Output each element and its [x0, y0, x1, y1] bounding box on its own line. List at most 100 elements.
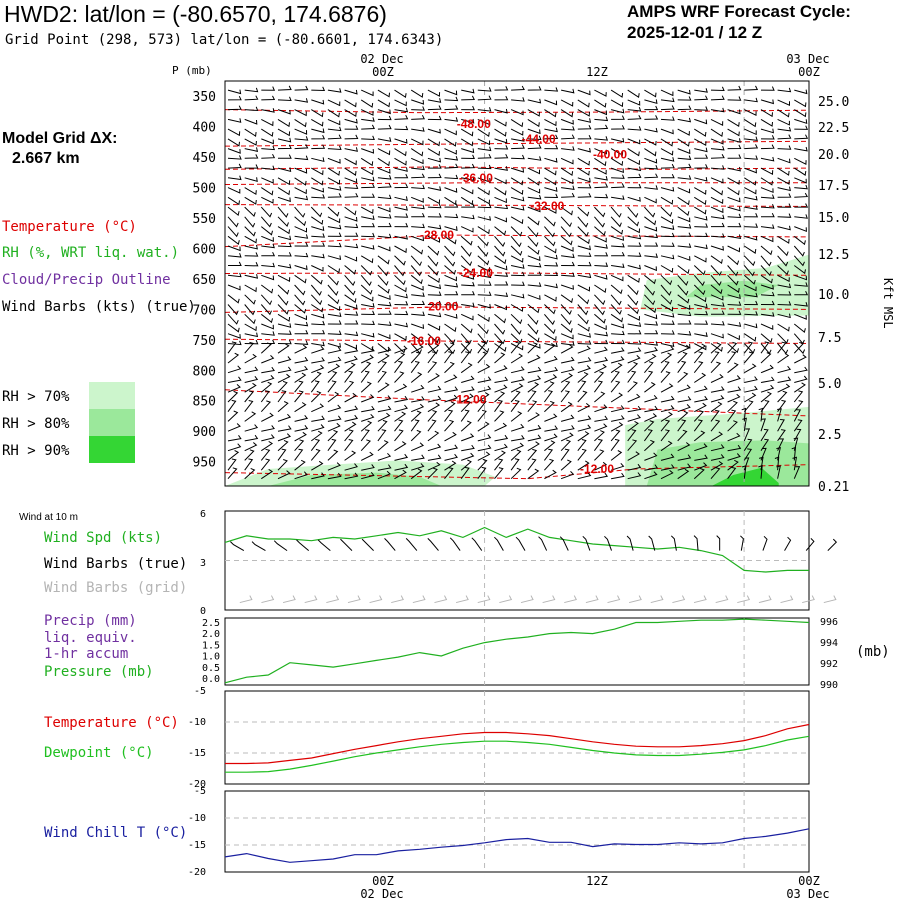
- wind-barb: [693, 351, 704, 364]
- wind-barb: [544, 381, 555, 393]
- wind-barb: [660, 383, 674, 393]
- wind-barb: [294, 167, 308, 174]
- wind-barb: [610, 362, 623, 374]
- wind-barb: [244, 304, 256, 316]
- wind-barb: [794, 354, 807, 364]
- bottom-tick-00z-end: 00Z: [798, 874, 820, 888]
- wind-barb: [510, 235, 522, 248]
- wind-barb: [710, 128, 723, 138]
- wind-barb: [727, 333, 740, 341]
- wind-barb: [494, 323, 506, 335]
- wind-barb: [577, 345, 591, 354]
- wind-barb: [560, 216, 572, 228]
- wind-barb: [294, 344, 308, 354]
- wind-barb: [394, 345, 408, 354]
- height-tick-label: 7.5: [818, 331, 841, 346]
- wind-barb: [494, 365, 508, 374]
- wind-barb: [544, 245, 557, 254]
- wind-barb: [444, 156, 459, 161]
- true-wind-barb: [361, 538, 374, 551]
- wind-barb: [727, 109, 741, 115]
- wind-barb: [660, 284, 672, 296]
- wind-barb: [610, 304, 622, 315]
- wind-barb: [327, 438, 337, 451]
- wind-barb: [244, 449, 255, 461]
- temp-y-tick: -10: [188, 717, 206, 728]
- true-wind-barb: [716, 535, 721, 551]
- wind-barb: [644, 216, 657, 226]
- wind-barb: [261, 196, 274, 204]
- wind-barb: [577, 403, 591, 413]
- wind-barb: [311, 177, 324, 186]
- wind-barb: [561, 341, 575, 346]
- wind-barb: [777, 99, 790, 106]
- wind-barb: [460, 313, 474, 321]
- wind-barb: [510, 313, 523, 325]
- wind-barb: [411, 323, 425, 330]
- wind-barb: [411, 292, 425, 297]
- wind-barb: [610, 274, 624, 282]
- wind-barb: [494, 204, 509, 210]
- wind-barb: [244, 467, 256, 480]
- wind-barb: [727, 459, 739, 471]
- wind-barb: [627, 216, 639, 227]
- wind-barb: [577, 415, 592, 422]
- wind-barb: [594, 323, 607, 331]
- wind-barb: [594, 235, 607, 243]
- wind-barb: [611, 347, 625, 354]
- true-wind-barb: [582, 535, 591, 551]
- wind-barb: [760, 235, 774, 243]
- wind-barb: [794, 214, 808, 219]
- wind-barb: [527, 255, 541, 262]
- wind-barb: [494, 216, 508, 223]
- wind-barb: [460, 255, 473, 267]
- wind-barb: [644, 115, 659, 120]
- wind-barb: [694, 138, 707, 147]
- wind-barb: [460, 409, 470, 422]
- wind-barb: [361, 232, 375, 238]
- wind-barb: [444, 409, 454, 422]
- wind-barb: [594, 294, 606, 306]
- wind-barb: [377, 452, 392, 461]
- wind-barb: [394, 322, 408, 328]
- wind-barb: [793, 341, 804, 354]
- wind-barb: [727, 322, 742, 327]
- legend-rh: RH (%, WRT liq. wat.): [2, 245, 179, 261]
- wind-barb: [411, 311, 425, 316]
- wind-barb: [327, 118, 341, 126]
- wind-barb: [361, 222, 375, 228]
- wind-barb: [644, 173, 659, 179]
- wind-barb: [544, 323, 556, 335]
- wind-barb: [261, 355, 275, 364]
- wind-barb: [744, 323, 758, 329]
- wind-barb: [544, 374, 558, 383]
- wind-barb: [510, 128, 524, 136]
- wind-barb: [494, 281, 509, 286]
- wind-barb: [644, 148, 657, 157]
- wind-barb: [644, 242, 659, 247]
- wind-barb: [227, 467, 238, 480]
- wind-barb: [327, 265, 340, 274]
- wind-barb: [244, 458, 254, 471]
- wind-barb: [710, 214, 725, 220]
- wind-barb: [327, 242, 342, 248]
- wind-barb: [560, 439, 572, 452]
- wind-barb: [311, 357, 325, 364]
- wind-barb: [744, 118, 757, 128]
- wind-barb: [744, 128, 757, 136]
- wind-barb: [344, 274, 356, 287]
- wind-barb: [610, 450, 623, 461]
- wind-barb: [777, 353, 790, 364]
- wind-barb: [777, 225, 791, 231]
- wind-barb: [327, 134, 342, 140]
- wind-barb: [627, 322, 642, 327]
- wind-barb: [227, 294, 240, 304]
- wind-barb: [477, 153, 492, 159]
- wind-barb: [644, 304, 657, 314]
- wind-barb: [510, 343, 524, 351]
- wind-barb: [577, 184, 592, 189]
- wind-barb: [427, 235, 441, 243]
- wind-barb: [294, 242, 309, 247]
- wind-barb: [560, 401, 573, 413]
